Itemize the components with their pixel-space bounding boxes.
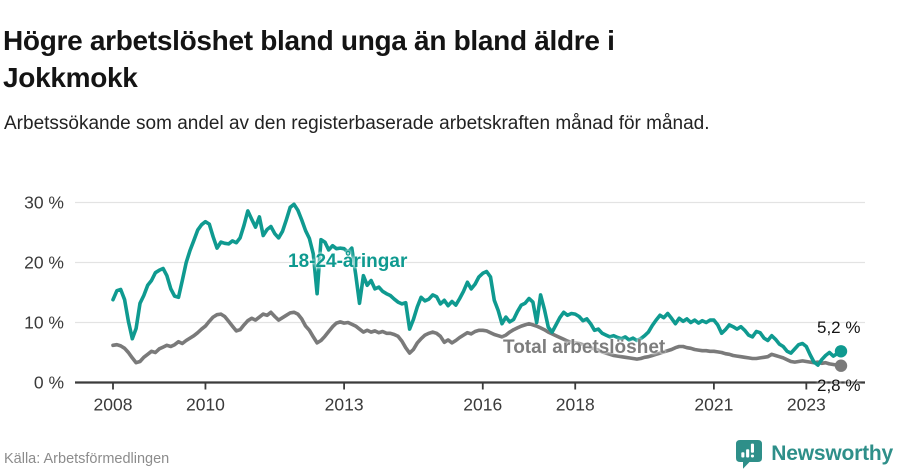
x-tick-label: 2021	[694, 395, 733, 415]
x-tick-label: 2010	[186, 395, 225, 415]
x-tick-label: 2008	[94, 395, 133, 415]
chart-canvas: 0 % 10 % 20 % 30 % 2008 2010 2013 2016 2018 2021 2…	[24, 193, 865, 415]
series-line-total	[111, 310, 843, 368]
page-title: Högre arbetslöshet bland unga än bland ä…	[3, 24, 615, 93]
newsworthy-badge-icon	[736, 440, 763, 469]
y-tick-label: 0 %	[34, 373, 64, 393]
series-label-youth: 18-24-åringar	[288, 251, 408, 272]
end-value-youth: 5,2 %	[817, 318, 861, 337]
series-line-youth	[111, 202, 843, 367]
source-attribution: Källa: Arbetsförmedlingen	[4, 451, 170, 467]
series-line-youth-end-dot	[834, 345, 848, 358]
newsworthy-logo[interactable]: Newsworthy	[735, 439, 893, 469]
x-tick-label: 2016	[463, 395, 502, 415]
brand-name: Newsworthy	[771, 442, 893, 465]
x-tick-label: 2013	[325, 395, 364, 415]
x-tick-label: 2018	[556, 395, 595, 415]
y-tick-label: 20 %	[24, 253, 64, 273]
x-tick-label: 2023	[787, 395, 826, 415]
page-subtitle: Arbetssökande som andel av den registerb…	[4, 113, 710, 134]
end-value-total: 2,8 %	[817, 376, 861, 395]
y-tick-label: 30 %	[24, 193, 64, 213]
line-chart: 0 % 10 % 20 % 30 % 2008 2010 2013 2016 2018 2021 2…	[0, 180, 900, 420]
y-tick-label: 10 %	[24, 313, 64, 333]
series-line-total-end-dot	[834, 359, 848, 372]
series-label-total: Total arbetslöshet	[503, 337, 666, 358]
